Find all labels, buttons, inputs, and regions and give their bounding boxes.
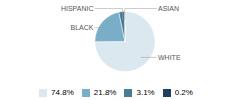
svg-text:WHITE: WHITE bbox=[158, 54, 181, 61]
html-text:21.8%: 21.8% bbox=[93, 88, 117, 97]
svg-text:HISPANIC: HISPANIC bbox=[61, 5, 94, 12]
svg-text:BLACK: BLACK bbox=[71, 24, 94, 31]
svg-text:ASIAN: ASIAN bbox=[158, 5, 179, 12]
html-text:74.8%: 74.8% bbox=[51, 88, 74, 97]
html-text:0.2%: 0.2% bbox=[174, 88, 193, 97]
html-text:3.1%: 3.1% bbox=[136, 88, 155, 97]
